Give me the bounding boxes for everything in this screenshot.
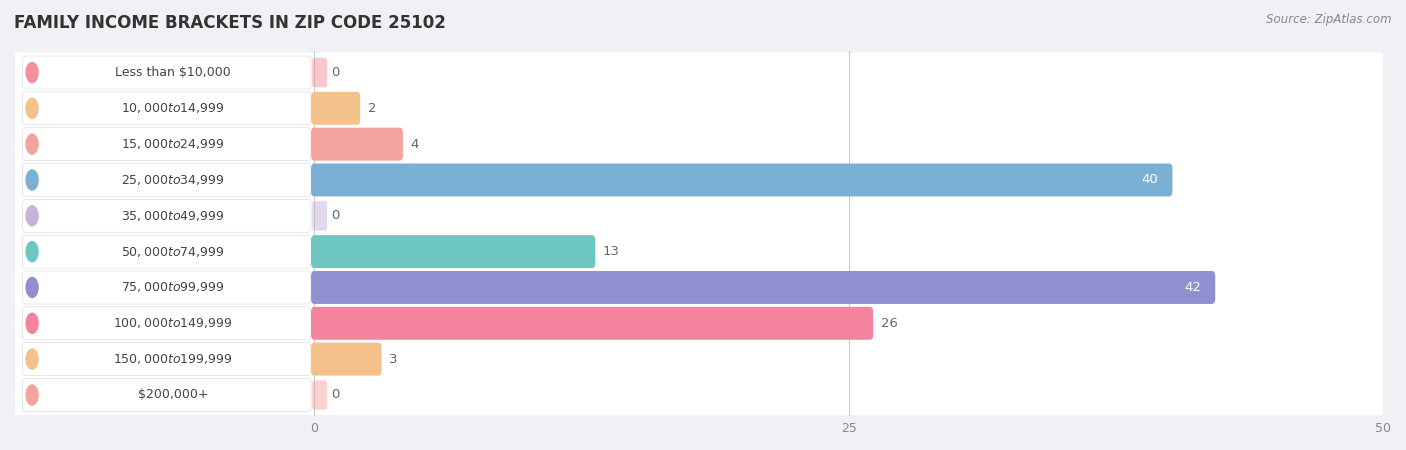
Text: 26: 26 bbox=[880, 317, 897, 330]
FancyBboxPatch shape bbox=[22, 128, 311, 161]
Text: $35,000 to $49,999: $35,000 to $49,999 bbox=[121, 209, 225, 223]
FancyBboxPatch shape bbox=[14, 88, 1384, 128]
FancyBboxPatch shape bbox=[14, 160, 1384, 200]
FancyBboxPatch shape bbox=[311, 92, 360, 125]
Text: 0: 0 bbox=[332, 388, 340, 401]
Text: $10,000 to $14,999: $10,000 to $14,999 bbox=[121, 101, 225, 115]
FancyBboxPatch shape bbox=[14, 53, 1384, 93]
Circle shape bbox=[27, 349, 38, 369]
Circle shape bbox=[27, 278, 38, 297]
FancyBboxPatch shape bbox=[22, 92, 311, 125]
FancyBboxPatch shape bbox=[14, 124, 1384, 164]
Text: $25,000 to $34,999: $25,000 to $34,999 bbox=[121, 173, 225, 187]
Text: 4: 4 bbox=[411, 138, 419, 151]
FancyBboxPatch shape bbox=[14, 303, 1384, 343]
FancyBboxPatch shape bbox=[22, 56, 311, 89]
FancyBboxPatch shape bbox=[311, 128, 404, 161]
Circle shape bbox=[27, 98, 38, 118]
Circle shape bbox=[27, 385, 38, 405]
FancyBboxPatch shape bbox=[22, 307, 311, 340]
Text: 0: 0 bbox=[332, 209, 340, 222]
Text: 2: 2 bbox=[368, 102, 377, 115]
Text: FAMILY INCOME BRACKETS IN ZIP CODE 25102: FAMILY INCOME BRACKETS IN ZIP CODE 25102 bbox=[14, 14, 446, 32]
FancyBboxPatch shape bbox=[312, 201, 328, 230]
Text: $50,000 to $74,999: $50,000 to $74,999 bbox=[121, 245, 225, 259]
Circle shape bbox=[27, 242, 38, 261]
Text: 3: 3 bbox=[389, 353, 398, 365]
FancyBboxPatch shape bbox=[312, 380, 328, 410]
FancyBboxPatch shape bbox=[311, 307, 873, 340]
FancyBboxPatch shape bbox=[14, 375, 1384, 415]
Text: $200,000+: $200,000+ bbox=[138, 388, 208, 401]
Text: 40: 40 bbox=[1142, 174, 1159, 186]
Text: 0: 0 bbox=[332, 66, 340, 79]
FancyBboxPatch shape bbox=[14, 232, 1384, 272]
Text: 42: 42 bbox=[1184, 281, 1201, 294]
Text: 13: 13 bbox=[603, 245, 620, 258]
Text: Less than $10,000: Less than $10,000 bbox=[115, 66, 231, 79]
Text: $150,000 to $199,999: $150,000 to $199,999 bbox=[114, 352, 233, 366]
Text: $15,000 to $24,999: $15,000 to $24,999 bbox=[121, 137, 225, 151]
FancyBboxPatch shape bbox=[14, 267, 1384, 307]
Circle shape bbox=[27, 206, 38, 226]
FancyBboxPatch shape bbox=[22, 199, 311, 232]
FancyBboxPatch shape bbox=[311, 235, 595, 268]
FancyBboxPatch shape bbox=[22, 378, 311, 411]
FancyBboxPatch shape bbox=[311, 342, 381, 376]
Circle shape bbox=[27, 63, 38, 82]
FancyBboxPatch shape bbox=[311, 163, 1173, 197]
FancyBboxPatch shape bbox=[22, 235, 311, 268]
FancyBboxPatch shape bbox=[312, 58, 328, 87]
FancyBboxPatch shape bbox=[14, 339, 1384, 379]
Circle shape bbox=[27, 313, 38, 333]
Text: $100,000 to $149,999: $100,000 to $149,999 bbox=[114, 316, 233, 330]
Text: $75,000 to $99,999: $75,000 to $99,999 bbox=[121, 280, 225, 294]
Circle shape bbox=[27, 134, 38, 154]
FancyBboxPatch shape bbox=[14, 196, 1384, 236]
FancyBboxPatch shape bbox=[22, 271, 311, 304]
Text: Source: ZipAtlas.com: Source: ZipAtlas.com bbox=[1267, 14, 1392, 27]
FancyBboxPatch shape bbox=[22, 163, 311, 197]
FancyBboxPatch shape bbox=[311, 271, 1215, 304]
Circle shape bbox=[27, 170, 38, 190]
FancyBboxPatch shape bbox=[22, 342, 311, 376]
